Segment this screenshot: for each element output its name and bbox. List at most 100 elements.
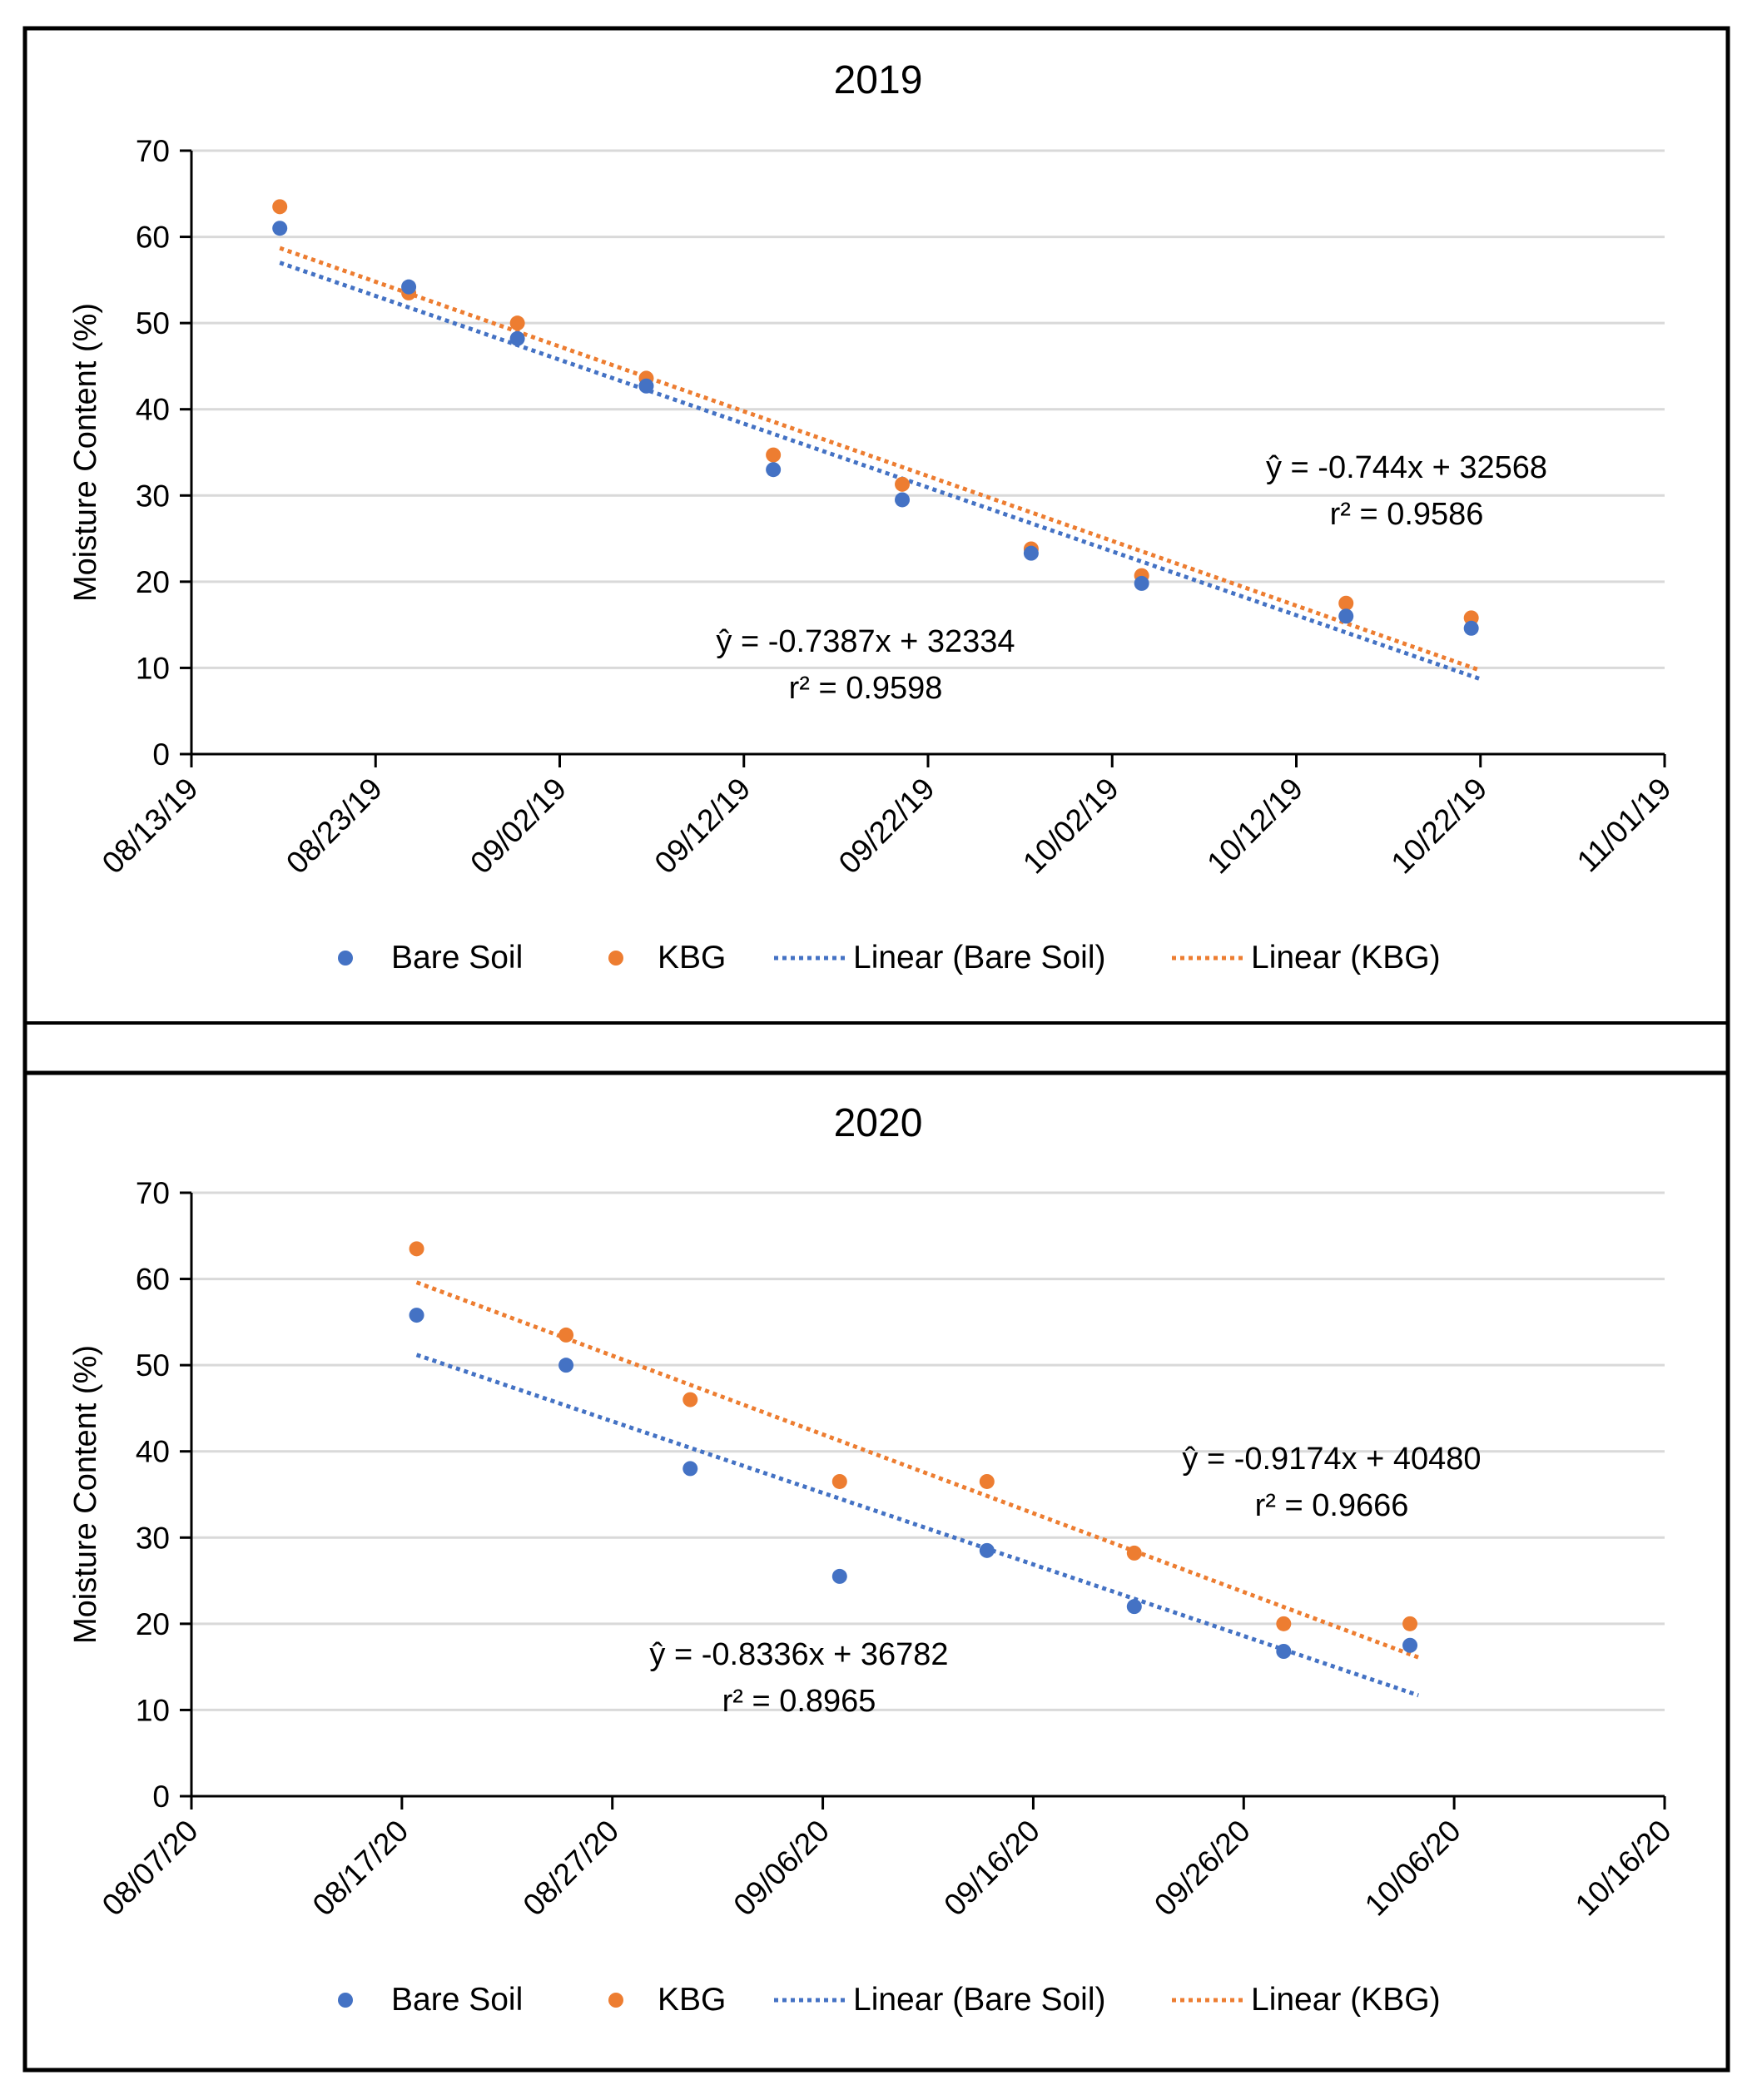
regression-r-squared: r² = 0.9598 (789, 671, 943, 706)
point-bare-soil (766, 462, 782, 478)
y-tick-label: 30 (136, 479, 170, 513)
regression-r-squared: r² = 0.9666 (1255, 1488, 1409, 1523)
regression-r-squared: r² = 0.9586 (1330, 497, 1484, 532)
point-kbg (895, 476, 911, 492)
point-bare-soil (401, 279, 417, 295)
x-tick-label: 09/12/19 (648, 772, 757, 881)
chart-2020: 2020 0 10 20 30 40 50 60 70 08/07/20 08/17/20 08/27… (68, 1101, 1678, 2018)
legend-label-bare-soil: Bare Soil (391, 940, 523, 976)
point-kbg (682, 1392, 698, 1407)
y-tick-label: 0 (152, 1780, 170, 1814)
x-tick-label: 10/12/19 (1200, 772, 1309, 881)
y-tick-label: 70 (136, 1176, 170, 1210)
point-bare-soil (1276, 1644, 1292, 1659)
point-kbg (831, 1473, 847, 1489)
point-kbg (1463, 610, 1479, 626)
point-kbg (766, 447, 782, 463)
y-tick-label: 30 (136, 1521, 170, 1555)
chart-title: 2020 (834, 1101, 923, 1145)
y-tick-label: 20 (136, 1607, 170, 1641)
x-tick-label: 08/27/20 (517, 1814, 626, 1923)
y-tick-label: 0 (152, 737, 170, 772)
chart-2019: 2019 0 10 20 30 40 50 60 70 08/13/19 08/23/19 09/02… (68, 58, 1678, 976)
point-kbg (558, 1327, 574, 1343)
legend-marker-kbg (608, 1993, 623, 2008)
legend: Bare Soil KBG Linear (Bare Soil) Linear (KB… (338, 940, 1441, 976)
trendline-bare-soil (279, 261, 1482, 682)
y-tick-label: 60 (136, 221, 170, 255)
y-tick-label: 10 (136, 1693, 170, 1727)
y-tick-label: 60 (136, 1263, 170, 1297)
x-tick-label: 08/17/20 (306, 1814, 415, 1923)
x-tick-label: 09/02/19 (464, 772, 573, 881)
legend-label-linear-bare-soil: Linear (Bare Soil) (853, 1982, 1105, 2018)
x-tick-label: 11/01/19 (1571, 772, 1678, 879)
legend-label-linear-bare-soil: Linear (Bare Soil) (853, 940, 1105, 976)
y-axis-title: Moisture Content (%) (68, 1345, 103, 1644)
point-kbg (409, 1241, 424, 1257)
point-kbg (1338, 595, 1354, 611)
y-tick-label: 40 (136, 1435, 170, 1469)
y-tick-label: 70 (136, 134, 170, 168)
point-bare-soil (1126, 1599, 1142, 1615)
x-tick-label: 08/13/19 (96, 772, 205, 881)
point-kbg (979, 1473, 995, 1489)
legend-marker-bare-soil (338, 951, 353, 966)
x-tick-label: 10/06/20 (1358, 1814, 1467, 1923)
y-tick-label: 10 (136, 651, 170, 685)
x-tick-label: 09/06/20 (727, 1814, 836, 1923)
point-bare-soil (1338, 608, 1354, 624)
x-tick-label: 09/16/20 (937, 1814, 1046, 1923)
regression-r-squared: r² = 0.8965 (722, 1684, 876, 1719)
x-tick-label: 09/26/20 (1148, 1814, 1257, 1923)
point-bare-soil (638, 378, 654, 394)
point-kbg (272, 199, 288, 215)
regression-equation: ŷ = -0.8336x + 36782 (649, 1637, 948, 1672)
legend-marker-kbg (608, 951, 623, 966)
y-tick-label: 20 (136, 565, 170, 599)
legend-label-kbg: KBG (658, 1982, 726, 2018)
x-tick-label: 08/23/19 (280, 772, 389, 881)
x-tick-label: 08/07/20 (96, 1814, 205, 1923)
legend-label-kbg: KBG (658, 940, 726, 976)
trendline-kbg (279, 246, 1482, 673)
point-bare-soil (831, 1568, 847, 1584)
regression-equation: ŷ = -0.744x + 32568 (1266, 450, 1547, 485)
trendline-bare-soil (415, 1353, 1419, 1698)
point-bare-soil (509, 330, 525, 346)
y-tick-label: 50 (136, 306, 170, 340)
chart-title: 2019 (834, 58, 923, 102)
legend-label-linear-kbg: Linear (KBG) (1251, 1982, 1441, 2018)
point-bare-soil (558, 1358, 574, 1373)
x-tick-label: 09/22/19 (832, 772, 941, 881)
point-kbg (1126, 1545, 1142, 1561)
point-bare-soil (895, 492, 911, 508)
point-kbg (1402, 1616, 1418, 1631)
legend-marker-bare-soil (338, 1993, 353, 2008)
point-bare-soil (979, 1542, 995, 1558)
y-tick-label: 40 (136, 393, 170, 427)
point-bare-soil (1023, 545, 1039, 561)
trendline-kbg (415, 1280, 1420, 1660)
point-bare-soil (682, 1461, 698, 1477)
panel-frame-2020 (22, 1070, 1730, 2073)
y-tick-label: 50 (136, 1348, 170, 1383)
x-tick-label: 10/16/20 (1569, 1814, 1678, 1923)
point-bare-soil (1134, 575, 1149, 591)
x-tick-label: 10/22/19 (1385, 772, 1494, 881)
regression-equation: ŷ = -0.9174x + 40480 (1182, 1442, 1481, 1477)
legend-label-bare-soil: Bare Soil (391, 1982, 523, 2018)
point-kbg (1276, 1616, 1292, 1631)
point-bare-soil (272, 221, 288, 236)
legend-label-linear-kbg: Linear (KBG) (1251, 940, 1441, 976)
regression-equation: ŷ = -0.7387x + 32334 (716, 624, 1015, 659)
y-axis-title: Moisture Content (%) (68, 303, 103, 602)
panel-frame-2019 (22, 26, 1730, 1075)
point-kbg (509, 315, 525, 331)
point-bare-soil (1463, 620, 1479, 636)
point-bare-soil (409, 1308, 424, 1323)
point-bare-soil (1402, 1637, 1418, 1653)
x-tick-label: 10/02/19 (1016, 772, 1125, 881)
